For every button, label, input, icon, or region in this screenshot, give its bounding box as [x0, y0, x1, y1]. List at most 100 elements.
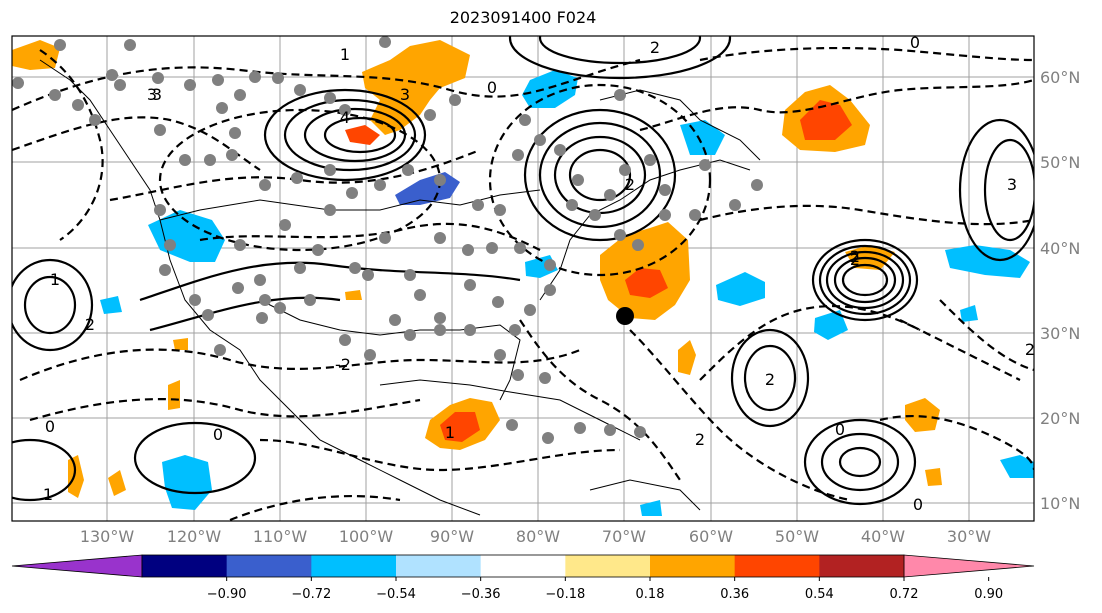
station-dot [464, 279, 476, 291]
lat-tick-label: 60°N [1040, 68, 1080, 87]
station-dot [751, 179, 763, 191]
lat-tick-label: 20°N [1040, 409, 1080, 428]
longitude-labels: 130°W 120°W 110°W 100°W 90°W 80°W 70°W 60°W 50°W… [80, 527, 991, 546]
station-dot [324, 204, 336, 216]
station-dot [184, 79, 196, 91]
station-dot [124, 39, 136, 51]
station-dot [256, 312, 268, 324]
map-title: 2023091400 F024 [449, 8, 597, 27]
station-dot [349, 262, 361, 274]
contour-label: 0 [910, 33, 920, 52]
contour-label: 3 [147, 85, 157, 104]
station-dot [506, 419, 518, 431]
lon-tick-label: 100°W [339, 527, 394, 546]
colorbar-tick-label: −0.18 [545, 587, 585, 602]
lat-tick-label: 40°N [1040, 239, 1080, 258]
station-dot [659, 209, 671, 221]
station-dot [339, 104, 351, 116]
station-dot [659, 184, 671, 196]
station-dot [339, 334, 351, 346]
contour-label: 2 [85, 315, 95, 334]
station-dot [404, 269, 416, 281]
station-dot [614, 229, 626, 241]
station-dot [291, 172, 303, 184]
colorbar-low-extend [11, 554, 143, 578]
station-dot [12, 77, 24, 89]
station-dot [294, 262, 306, 274]
colorbar-bin [226, 555, 312, 577]
shaded-anomalies [12, 40, 1034, 516]
contour-label: 3 [152, 85, 162, 104]
station-dot [259, 179, 271, 191]
colorbar-tick-label: 0.36 [720, 587, 749, 602]
colorbar-bin [480, 555, 566, 577]
station-dot [544, 259, 556, 271]
station-dot [324, 164, 336, 176]
station-dot [514, 242, 526, 254]
lon-tick-label: 60°W [689, 527, 733, 546]
station-dot [229, 127, 241, 139]
colorbar-bin [311, 555, 397, 577]
lon-tick-label: 30°W [947, 527, 991, 546]
station-dot [574, 422, 586, 434]
station-dot [572, 174, 584, 186]
station-dot [202, 309, 214, 321]
station-dot [544, 284, 556, 296]
lon-tick-label: 90°W [430, 527, 474, 546]
station-dot [154, 124, 166, 136]
station-dot [274, 302, 286, 314]
station-dot [226, 149, 238, 161]
colorbar-tick-label: 0.90 [974, 587, 1003, 602]
lon-tick-label: 130°W [80, 527, 135, 546]
colorbar-tick-label: −0.90 [207, 587, 247, 602]
colorbar-tick-label: 0.54 [805, 587, 834, 602]
station-dot [634, 426, 646, 438]
station-dot [216, 102, 228, 114]
colorbar-bin [565, 555, 651, 577]
station-dot [449, 94, 461, 106]
station-dot [234, 239, 246, 251]
station-dot [494, 204, 506, 216]
map-area [12, 36, 1034, 521]
station-dot [346, 187, 358, 199]
station-dot [404, 329, 416, 341]
station-dot [462, 244, 474, 256]
station-dot [114, 79, 126, 91]
contour-label: 2 [765, 370, 775, 389]
station-dot [362, 269, 374, 281]
station-dot [512, 369, 524, 381]
station-markers [12, 36, 763, 444]
colorbar-tick-label: −0.54 [376, 587, 416, 602]
station-dot [402, 164, 414, 176]
contour-label: 4 [340, 108, 350, 127]
colorbar-bin [396, 555, 482, 577]
lon-tick-label: 70°W [602, 527, 646, 546]
station-dot [542, 432, 554, 444]
contour-label: 0 [213, 425, 223, 444]
contour-label: 0 [45, 417, 55, 436]
station-dot [554, 144, 566, 156]
contour-label: 2 [650, 38, 660, 57]
station-dot [414, 289, 426, 301]
station-dot [604, 189, 616, 201]
lon-tick-label: 50°W [775, 527, 819, 546]
station-dot [524, 304, 536, 316]
station-dot [232, 282, 244, 294]
station-dot [214, 344, 226, 356]
colorbar: −0.90 −0.72 −0.54 −0.36 −0.18 0.18 0.36 0.54 0.7… [11, 554, 1035, 602]
contour-label: 0 [487, 78, 497, 97]
station-dot [324, 92, 336, 104]
map-frame [11, 35, 1035, 522]
lon-tick-label: 110°W [253, 527, 308, 546]
station-dot [566, 199, 578, 211]
station-dot [509, 324, 521, 336]
station-dot [632, 239, 644, 251]
station-dot [619, 164, 631, 176]
station-dot [49, 89, 61, 101]
contour-label: 1 [50, 270, 60, 289]
station-dot [389, 314, 401, 326]
station-dot [604, 424, 616, 436]
contour-label: 0 [835, 420, 845, 439]
station-dot [434, 324, 446, 336]
